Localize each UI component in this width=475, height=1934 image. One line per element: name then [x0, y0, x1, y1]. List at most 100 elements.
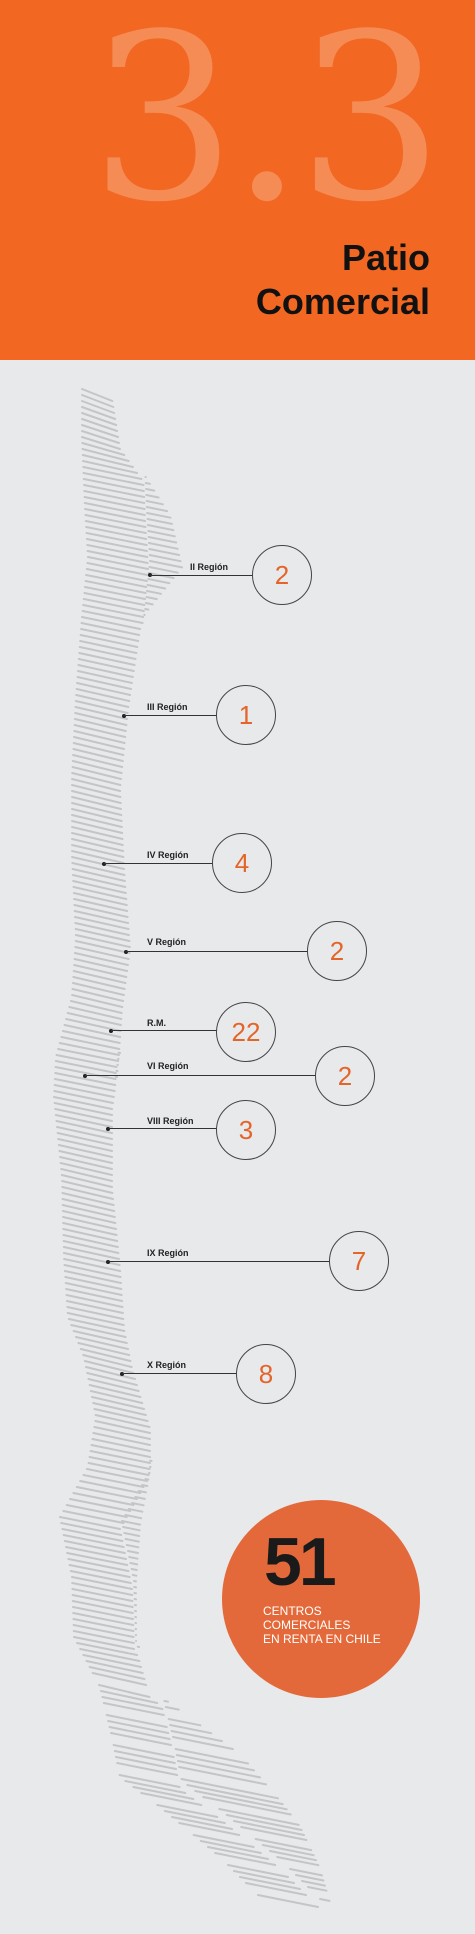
map-stripe	[71, 1600, 134, 1614]
map-stripe	[61, 1180, 114, 1194]
map-stripe	[148, 554, 182, 563]
map-stripe	[105, 1714, 168, 1728]
map-stripe	[82, 1354, 133, 1368]
map-stripe	[63, 1270, 122, 1284]
map-stripe	[130, 1568, 138, 1571]
map-stripe	[112, 1744, 175, 1758]
map-stripe	[62, 1222, 118, 1236]
map-stripe	[245, 1882, 307, 1896]
map-stripe	[70, 1324, 127, 1338]
map-stripe	[61, 1528, 124, 1542]
map-stripe	[72, 892, 128, 906]
callout-line	[85, 1075, 316, 1076]
map-stripe	[88, 1456, 151, 1470]
map-stripe	[89, 1450, 151, 1464]
map-stripe	[72, 1492, 135, 1506]
map-stripe	[113, 1750, 176, 1764]
map-stripe	[84, 520, 147, 534]
region-count-circle: 1	[216, 685, 276, 745]
map-stripe	[163, 1700, 169, 1703]
map-stripe	[79, 1480, 142, 1494]
map-stripe	[89, 1390, 144, 1404]
map-stripe	[53, 1090, 114, 1104]
map-stripe	[58, 1042, 120, 1056]
callout-line	[108, 1128, 217, 1129]
map-stripe	[72, 970, 127, 984]
map-stripe	[141, 1484, 149, 1487]
callout-line	[126, 951, 308, 952]
map-stripe	[186, 1784, 284, 1806]
map-stripe	[146, 512, 172, 519]
map-stripe	[73, 736, 125, 750]
map-stripe	[71, 778, 122, 792]
map-stripe	[85, 1660, 144, 1674]
map-stripe	[121, 1520, 141, 1526]
map-stripe	[76, 1642, 139, 1656]
map-stripe	[86, 550, 149, 564]
map-stripe	[72, 754, 124, 768]
map-stripe	[125, 1544, 140, 1549]
map-stripe	[83, 1360, 135, 1374]
region-count-circle: 3	[216, 1100, 276, 1160]
map-stripe	[94, 1420, 151, 1434]
map-stripe	[85, 568, 148, 582]
map-stripe	[194, 1790, 288, 1811]
header-banner: 3.3 Patio Comercial	[0, 0, 475, 360]
map-stripe	[73, 1636, 135, 1650]
map-stripe	[71, 814, 123, 828]
map-stripe	[73, 910, 130, 924]
map-stripe	[127, 1508, 144, 1513]
map-stripe	[67, 1558, 130, 1572]
region-count-circle: 7	[329, 1231, 389, 1291]
map-stripe	[295, 1874, 325, 1882]
region-label: IV Región	[147, 850, 189, 860]
map-stripe	[122, 1526, 141, 1532]
map-stripe	[81, 412, 118, 426]
map-stripe	[145, 488, 156, 492]
map-stripe	[115, 1756, 177, 1770]
map-stripe	[239, 1876, 301, 1890]
map-stripe	[61, 1030, 121, 1044]
map-stripe	[82, 604, 145, 618]
map-stripe	[66, 1552, 129, 1566]
map-stripe	[82, 1474, 145, 1488]
map-stripe	[63, 1024, 122, 1038]
map-stripe	[54, 1072, 117, 1086]
map-stripe	[71, 826, 124, 840]
region-count-circle: 4	[212, 833, 272, 893]
map-stripe	[71, 856, 125, 870]
map-stripe	[92, 1402, 147, 1416]
map-stripe	[73, 724, 127, 738]
region-label: X Región	[147, 1360, 187, 1370]
map-stripe	[75, 688, 131, 702]
total-badge: 51 CENTROS COMERCIALES EN RENTA EN CHILE	[222, 1500, 420, 1698]
map-stripe	[91, 1438, 151, 1452]
region-label: III Región	[147, 702, 188, 712]
map-stripe	[146, 584, 167, 590]
map-stripe	[54, 1066, 117, 1080]
map-stripe	[57, 1138, 113, 1152]
total-caption: CENTROS COMERCIALES EN RENTA EN CHILE	[263, 1604, 381, 1646]
map-stripe	[145, 596, 158, 601]
map-stripe	[218, 1808, 300, 1826]
map-stripe	[148, 548, 181, 556]
region-marker	[102, 862, 106, 866]
map-stripe	[180, 1778, 279, 1800]
map-stripe	[85, 532, 148, 546]
map-stripe	[81, 448, 130, 462]
map-stripe	[144, 602, 154, 606]
map-stripe	[86, 562, 149, 576]
map-stripe	[54, 1114, 113, 1128]
map-stripe	[71, 820, 124, 834]
map-stripe	[124, 1538, 140, 1543]
map-stripe	[319, 1898, 331, 1902]
map-stripe	[72, 742, 125, 756]
map-stripe	[227, 1864, 289, 1878]
map-stripe	[83, 592, 146, 606]
map-stripe	[83, 502, 146, 516]
region-label: R.M.	[147, 1018, 166, 1028]
map-stripe	[83, 496, 146, 510]
map-stripe	[145, 500, 164, 506]
map-stripe	[146, 524, 175, 532]
map-stripe	[93, 1408, 149, 1422]
